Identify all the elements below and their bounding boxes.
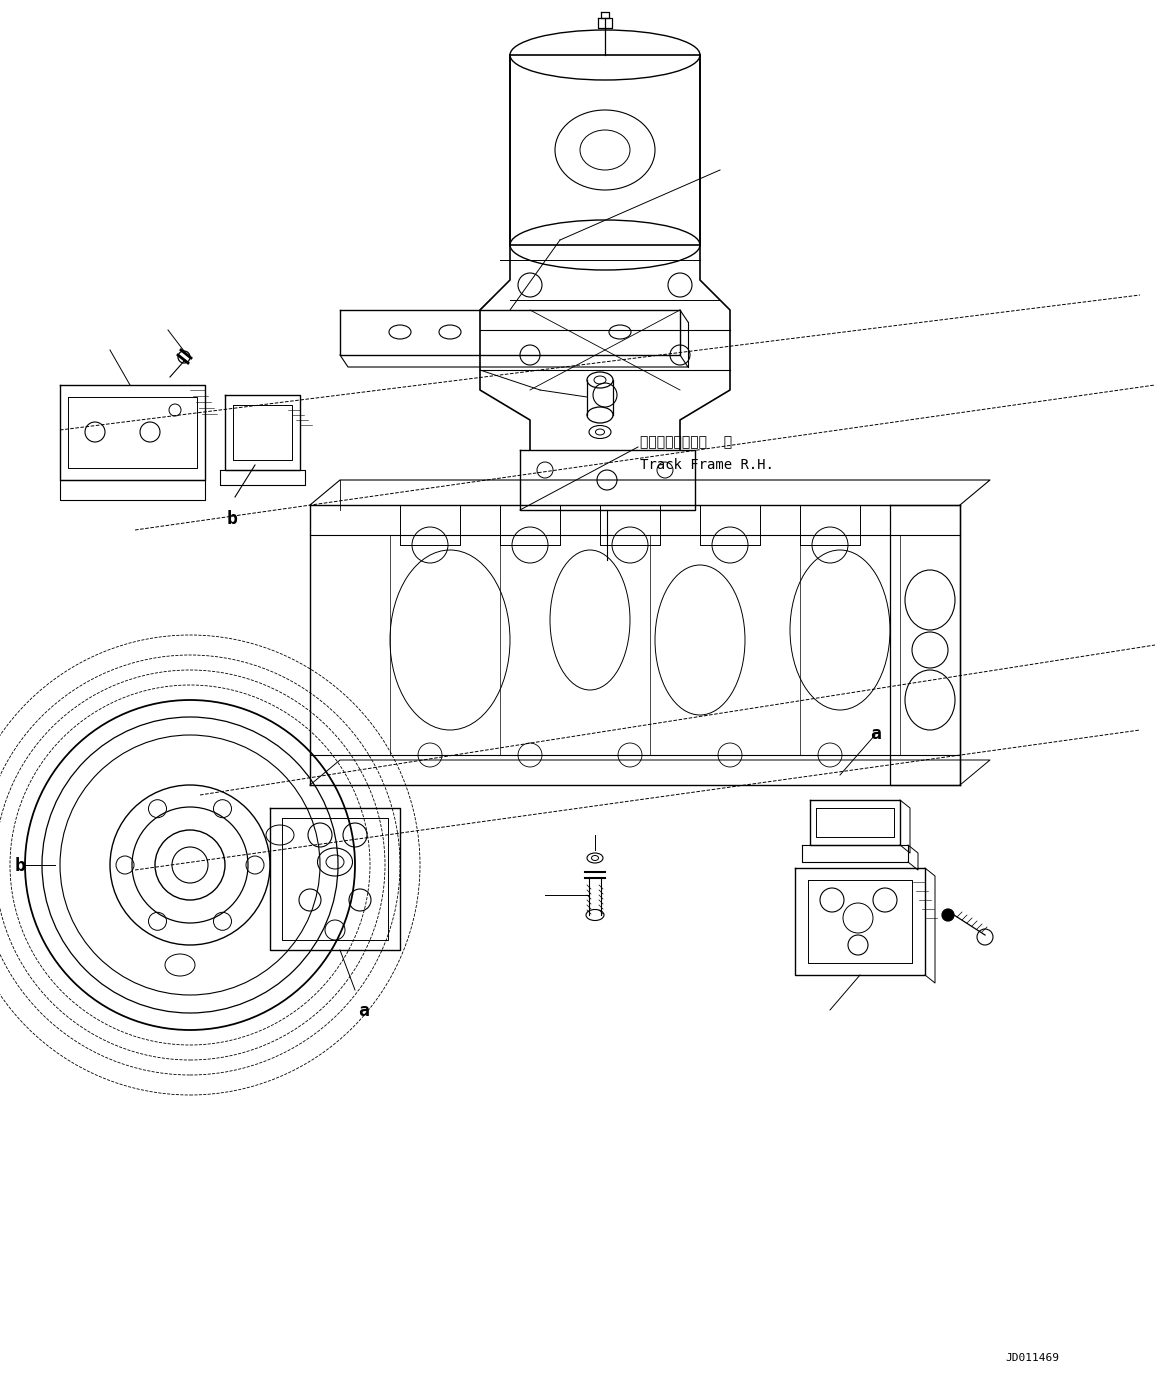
Text: b: b xyxy=(227,510,238,528)
Text: b: b xyxy=(15,858,26,874)
Text: トラックフレーム  右: トラックフレーム 右 xyxy=(640,435,733,449)
Text: a: a xyxy=(358,1002,369,1020)
Text: Track Frame R.H.: Track Frame R.H. xyxy=(640,457,775,473)
Text: a: a xyxy=(870,726,880,744)
Text: JD011469: JD011469 xyxy=(1005,1352,1059,1364)
Circle shape xyxy=(942,909,954,922)
